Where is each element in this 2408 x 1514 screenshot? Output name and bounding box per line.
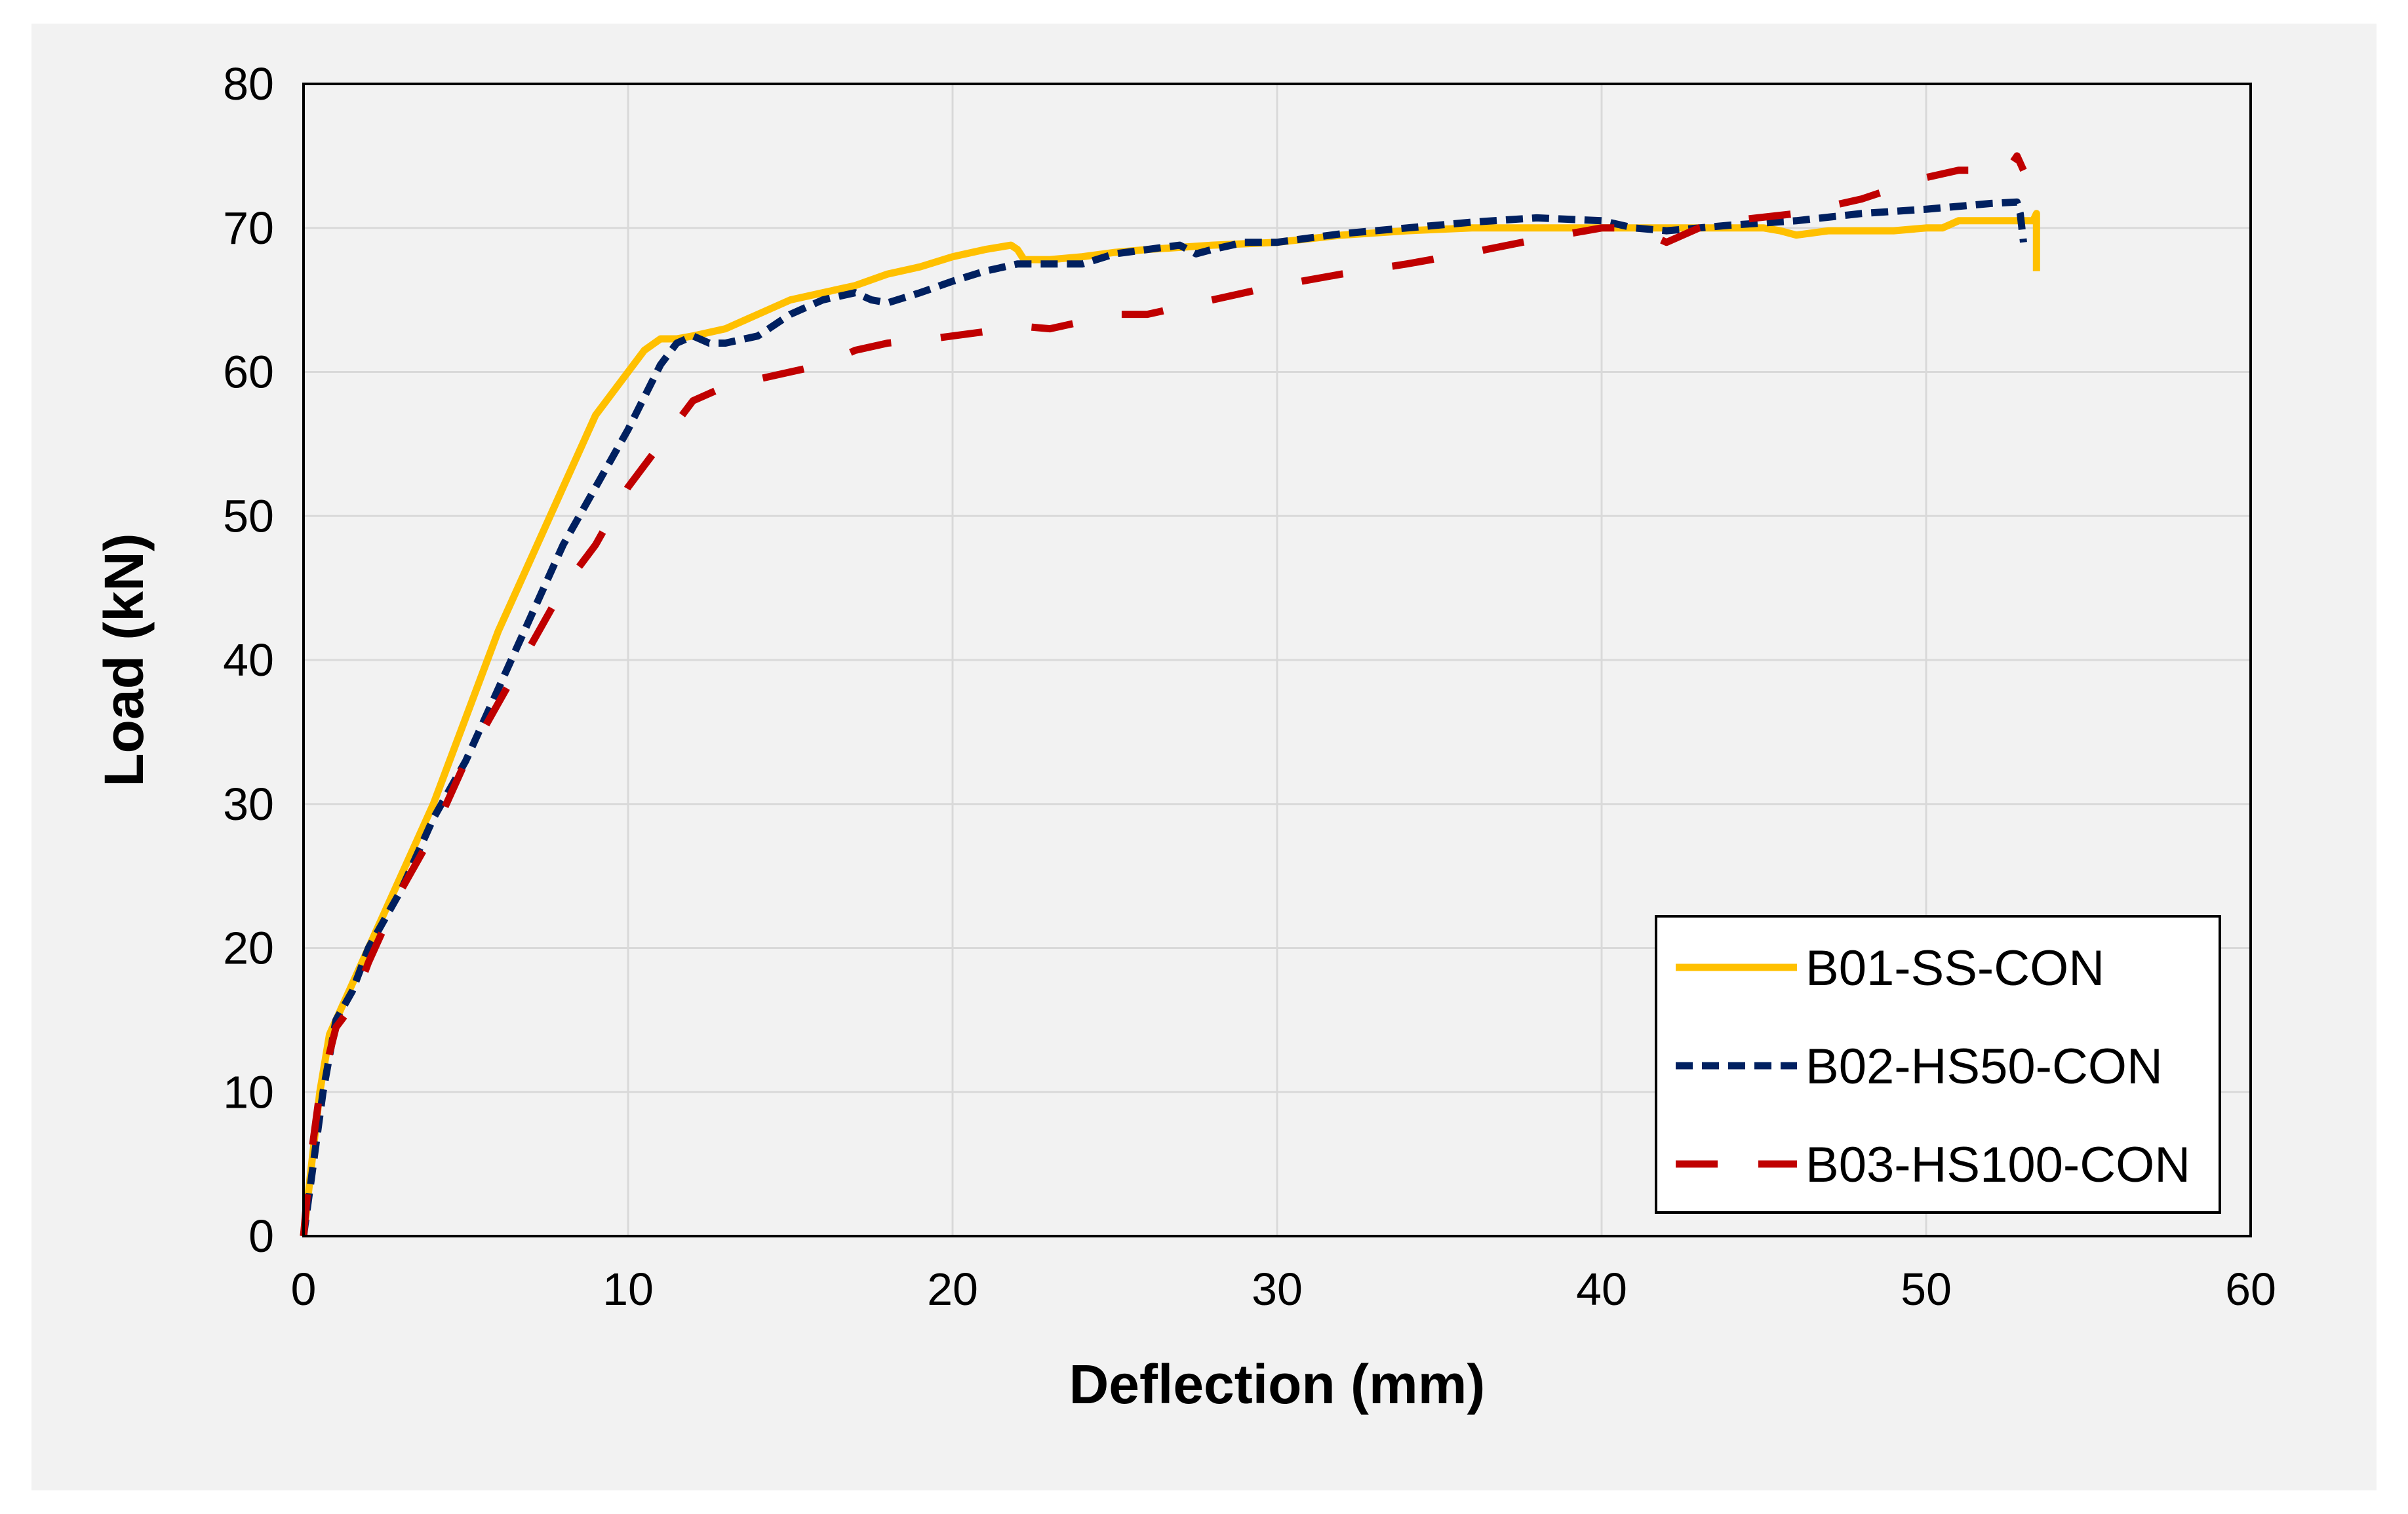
y-tick-label: 10 (223, 1066, 274, 1117)
y-tick-label: 70 (223, 203, 274, 254)
y-tick-label: 80 (223, 58, 274, 109)
series-line-2 (300, 152, 2027, 1237)
chart-figure: 0 10 20 30 40 50 60 0 10 20 30 40 50 60 70 80 Deflectio… (31, 24, 2377, 1490)
series-line-0 (300, 210, 2040, 1237)
x-axis-title: Deflection (mm) (1069, 1353, 1486, 1415)
x-tick-label: 30 (1252, 1264, 1303, 1315)
y-axis-title: Load (kN) (93, 533, 155, 786)
legend-label-b02: B02-HS50-CON (1806, 1039, 2163, 1095)
plot-border (302, 83, 2252, 1237)
x-tick-label: 50 (1901, 1264, 1952, 1315)
x-tick-label: 0 (291, 1264, 317, 1315)
legend-label-b03: B03-HS100-CON (1806, 1137, 2190, 1193)
chart-svg: 0 10 20 30 40 50 60 0 10 20 30 40 50 60 70 80 Deflectio… (93, 58, 2276, 1415)
legend: B01-SS-CON B02-HS50-CON B03-HS100-CON (1655, 915, 2221, 1214)
series-line-1 (300, 198, 2027, 1237)
x-tick-label: 10 (602, 1264, 654, 1315)
y-tick-label: 30 (223, 779, 274, 830)
y-tick-label: 50 (223, 490, 274, 541)
x-tick-label: 40 (1576, 1264, 1627, 1315)
series-layer (300, 152, 2040, 1237)
y-tick-label: 40 (223, 634, 274, 686)
legend-label-b01: B01-SS-CON (1806, 941, 2104, 996)
x-tick-label: 60 (2225, 1264, 2276, 1315)
y-tick-label: 0 (248, 1211, 274, 1262)
y-tick-label: 20 (223, 923, 274, 974)
x-tick-label: 20 (927, 1264, 978, 1315)
ticks: 0 10 20 30 40 50 60 0 10 20 30 40 50 60 70 80 (223, 58, 2276, 1315)
y-tick-label: 60 (223, 347, 274, 398)
